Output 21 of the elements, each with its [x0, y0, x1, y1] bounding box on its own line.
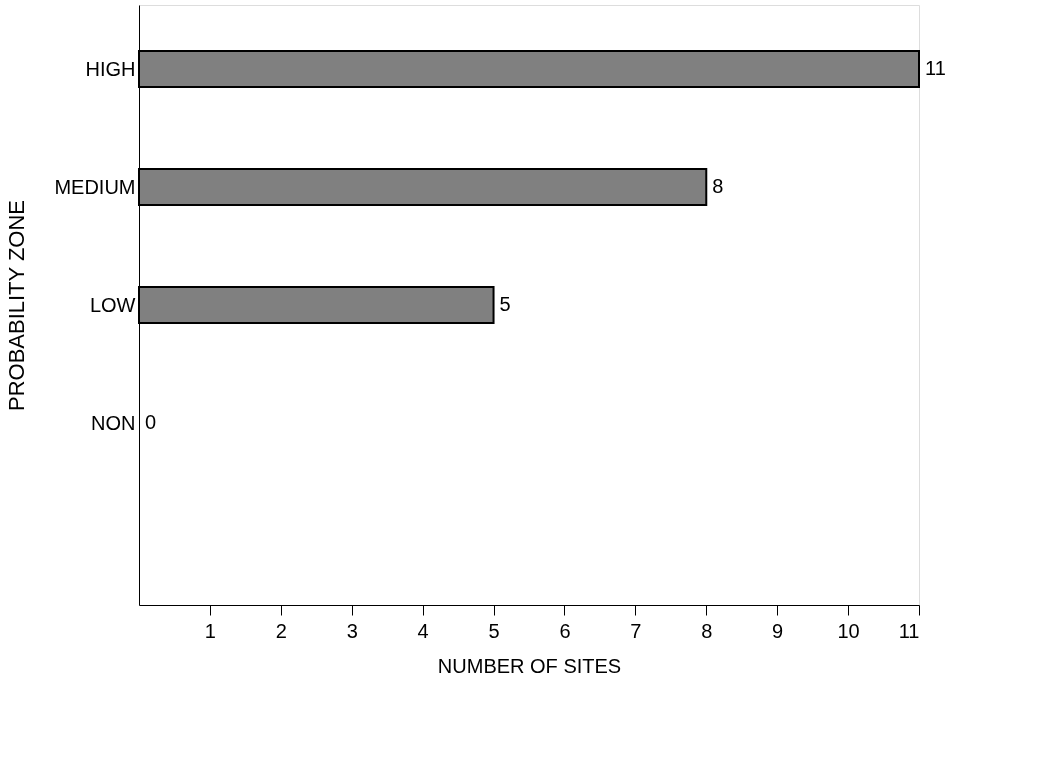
data-label: 0 [145, 411, 157, 433]
data-label: 8 [712, 175, 724, 197]
y-tick-label: MEDIUM [54, 175, 136, 198]
y-tick-label: LOW [89, 293, 136, 316]
y-tick-label: HIGH [85, 57, 136, 80]
x-axis-title: NUMBER OF SITES [437, 654, 622, 677]
x-tick-label: 4 [417, 619, 429, 642]
y-tick-label: NON [91, 411, 136, 434]
x-tick-label: 7 [630, 619, 642, 642]
data-label: 11 [925, 57, 946, 79]
x-tick-label: 11 [898, 619, 920, 642]
x-tick-label: 3 [346, 619, 358, 642]
x-tick-label: 5 [488, 619, 500, 642]
x-tick-label: 9 [772, 619, 784, 642]
data-label: 5 [499, 293, 511, 315]
x-tick-label: 8 [701, 619, 713, 642]
x-tick-label: 2 [275, 619, 287, 642]
y-axis-title: PROBABILITY ZONE [4, 199, 30, 412]
x-tick-label: 1 [204, 619, 216, 642]
x-tick-label: 6 [559, 619, 571, 642]
x-tick-label: 10 [837, 619, 860, 642]
